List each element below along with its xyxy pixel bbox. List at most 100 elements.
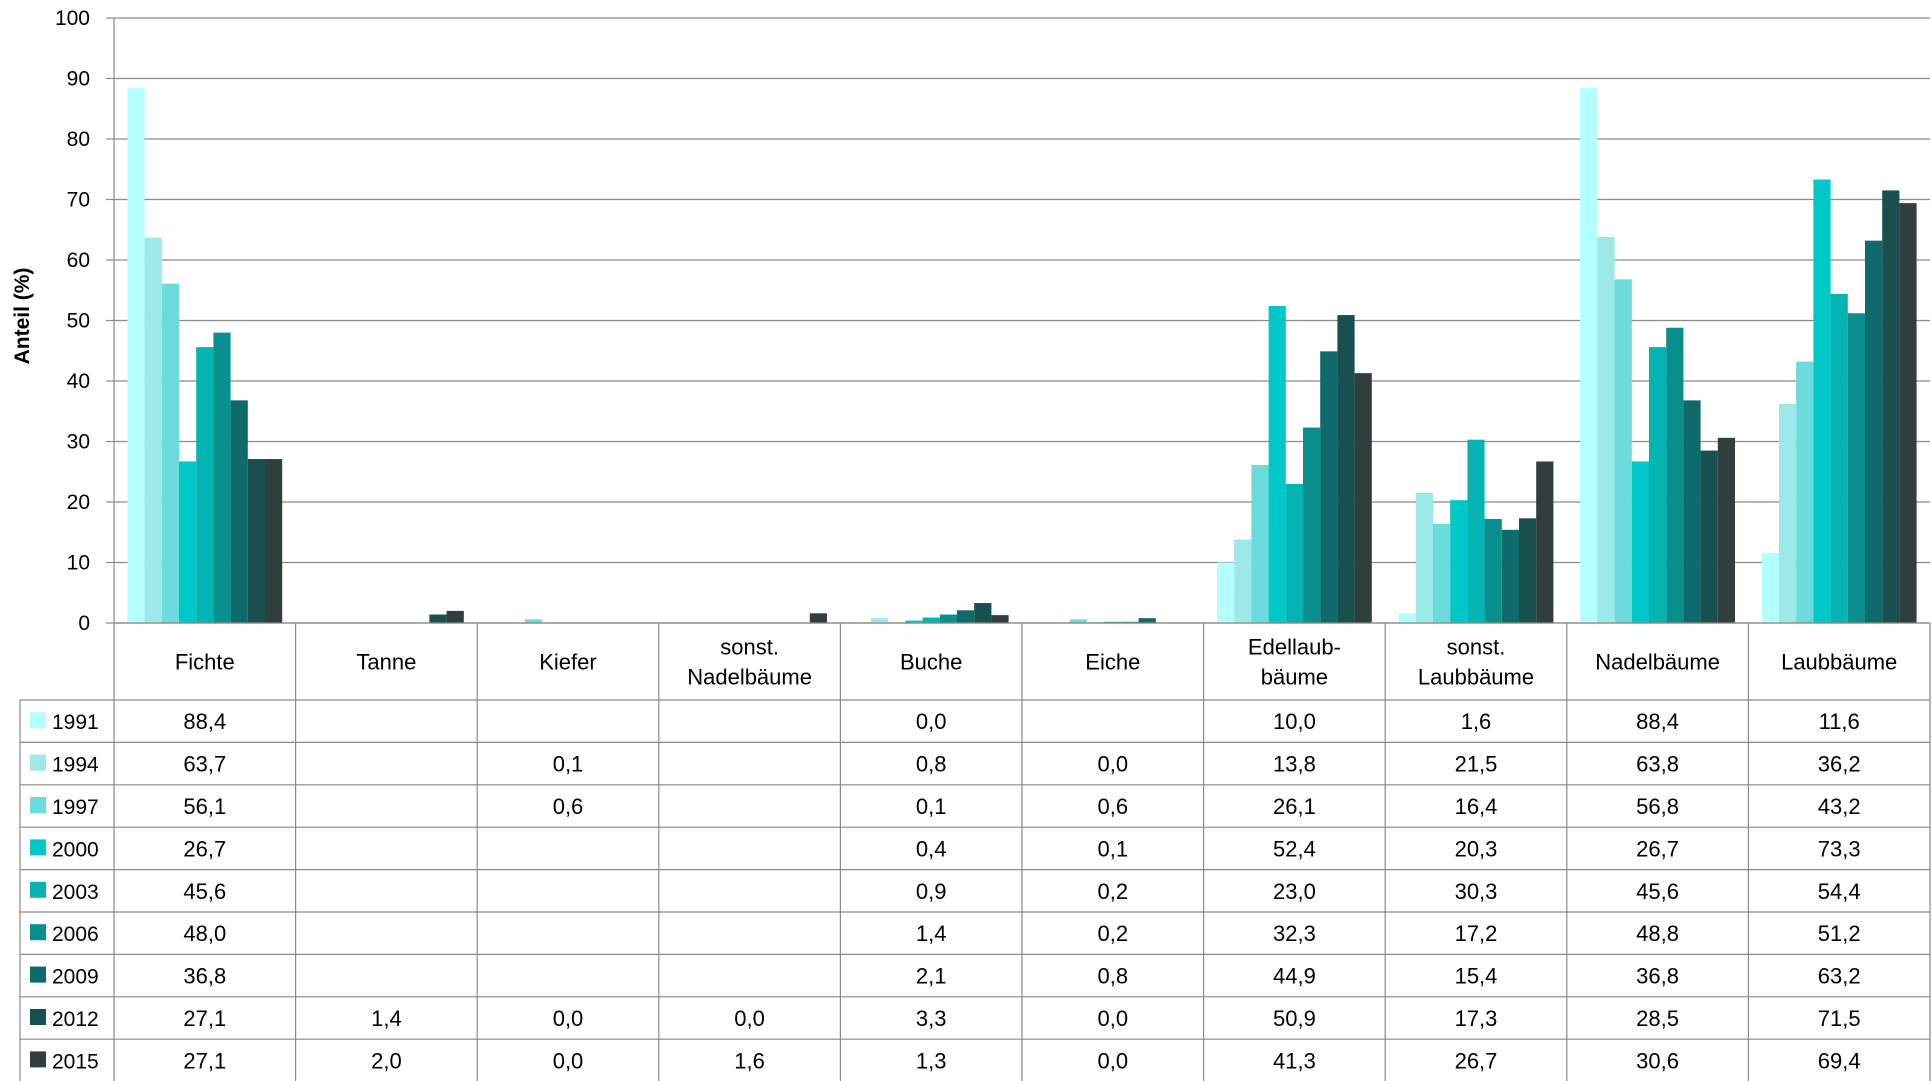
y-tick-label: 10 xyxy=(67,552,90,575)
bar-2000-4 xyxy=(905,620,923,623)
series-2015 xyxy=(265,203,1917,623)
data-label: 41,3 xyxy=(1273,1048,1316,1073)
bar-2000-9 xyxy=(1813,179,1831,623)
legend-swatch-2006 xyxy=(30,924,46,941)
x-category-label: Laubbäume xyxy=(1418,665,1534,690)
data-label: 0,9 xyxy=(916,879,947,904)
data-label: 71,5 xyxy=(1818,1006,1861,1031)
bar-2006-0 xyxy=(213,332,231,623)
data-label: 0,8 xyxy=(916,752,947,777)
legend-swatch-2009 xyxy=(30,966,46,983)
legend-swatch-1994 xyxy=(30,754,46,771)
data-label: 88,4 xyxy=(1636,709,1679,734)
bar-1997-6 xyxy=(1251,465,1269,623)
bar-2009-6 xyxy=(1320,351,1338,623)
bar-2015-8 xyxy=(1717,437,1735,623)
x-category-label: Nadelbäume xyxy=(1595,650,1720,675)
data-label: 44,9 xyxy=(1273,964,1316,989)
data-label: 0,0 xyxy=(553,1006,584,1031)
data-label: 52,4 xyxy=(1273,836,1316,861)
bar-2009-7 xyxy=(1501,529,1519,623)
x-category-label: Fichte xyxy=(175,650,235,675)
bar-2009-0 xyxy=(230,400,248,623)
data-label: 36,2 xyxy=(1818,752,1861,777)
data-label: 30,6 xyxy=(1636,1048,1679,1073)
bar-1997-9 xyxy=(1796,361,1814,623)
y-tick-label: 50 xyxy=(67,310,90,333)
x-category-label: bäume xyxy=(1261,665,1328,690)
data-label: 21,5 xyxy=(1455,752,1498,777)
legend-label: 2006 xyxy=(52,923,99,946)
data-label: 10,0 xyxy=(1273,709,1316,734)
series-2000 xyxy=(179,179,1831,623)
bar-1991-8 xyxy=(1580,88,1598,624)
bar-2003-9 xyxy=(1830,293,1848,623)
bar-1994-7 xyxy=(1415,492,1433,623)
series-1991 xyxy=(127,88,1779,624)
bar-2006-6 xyxy=(1303,427,1321,623)
legend-label: 2003 xyxy=(52,881,99,904)
data-label: 17,3 xyxy=(1455,1006,1498,1031)
bar-series xyxy=(127,88,1917,624)
bar-2003-4 xyxy=(922,617,940,623)
bar-2015-6 xyxy=(1354,373,1372,623)
data-label: 50,9 xyxy=(1273,1006,1316,1031)
x-category-label: Eiche xyxy=(1085,650,1140,675)
legend-label: 2012 xyxy=(52,1008,99,1031)
series-2006 xyxy=(213,313,1865,623)
x-category-label: Laubbäume xyxy=(1781,650,1897,675)
data-label: 26,7 xyxy=(1455,1048,1498,1073)
data-label: 0,1 xyxy=(916,794,947,819)
bar-2009-9 xyxy=(1865,240,1883,623)
data-label: 73,3 xyxy=(1818,836,1861,861)
bar-2006-4 xyxy=(939,614,957,623)
bar-2009-5 xyxy=(1138,618,1156,623)
y-tick-label: 30 xyxy=(67,431,90,454)
x-category-label: Nadelbäume xyxy=(687,665,812,690)
bar-1991-6 xyxy=(1217,562,1235,623)
data-label: 26,7 xyxy=(183,836,226,861)
data-label: 88,4 xyxy=(183,709,226,734)
data-label: 23,0 xyxy=(1273,879,1316,904)
bar-2012-8 xyxy=(1700,450,1718,623)
bar-1994-6 xyxy=(1234,539,1252,623)
y-tick-label: 70 xyxy=(67,189,90,212)
data-label: 36,8 xyxy=(183,964,226,989)
bar-1994-8 xyxy=(1597,237,1615,623)
data-label: 54,4 xyxy=(1818,879,1861,904)
bar-1991-0 xyxy=(127,88,145,624)
data-label: 2,0 xyxy=(371,1048,402,1073)
bar-2015-7 xyxy=(1536,461,1554,623)
bar-2015-0 xyxy=(265,459,283,623)
bar-2009-8 xyxy=(1683,400,1701,623)
data-label: 0,0 xyxy=(916,709,947,734)
data-label: 1,4 xyxy=(371,1006,402,1031)
data-label: 11,6 xyxy=(1819,709,1860,734)
legend-label: 2009 xyxy=(52,966,99,989)
series-1997 xyxy=(161,279,1814,623)
data-label: 20,3 xyxy=(1455,836,1498,861)
y-axis-label: Anteil (%) xyxy=(11,268,34,365)
bar-1997-8 xyxy=(1614,279,1632,623)
legend-swatch-1997 xyxy=(30,797,46,813)
bar-2012-1 xyxy=(429,614,447,623)
data-label: 16,4 xyxy=(1455,794,1498,819)
data-label: 0,0 xyxy=(1098,752,1129,777)
bar-1991-9 xyxy=(1761,552,1779,623)
bar-1994-4 xyxy=(871,618,889,623)
y-tick-label: 40 xyxy=(67,370,90,393)
plot-gridlines xyxy=(113,17,1930,624)
data-label: 26,7 xyxy=(1636,836,1679,861)
legend-label: 1991 xyxy=(52,711,99,734)
x-category-label: Tanne xyxy=(356,650,416,675)
data-label: 1,6 xyxy=(734,1048,765,1073)
bar-2003-7 xyxy=(1467,439,1485,623)
bar-1991-7 xyxy=(1398,613,1416,623)
bar-1994-9 xyxy=(1779,403,1797,623)
y-axis-ticks: 0 10 20 30 40 50 60 70 80 90 100 xyxy=(55,7,114,635)
data-label: 48,0 xyxy=(183,921,226,946)
bar-2012-7 xyxy=(1519,518,1537,623)
data-label: 3,3 xyxy=(916,1006,947,1031)
legend-swatch-2000 xyxy=(30,839,46,856)
data-label: 69,4 xyxy=(1818,1048,1861,1073)
